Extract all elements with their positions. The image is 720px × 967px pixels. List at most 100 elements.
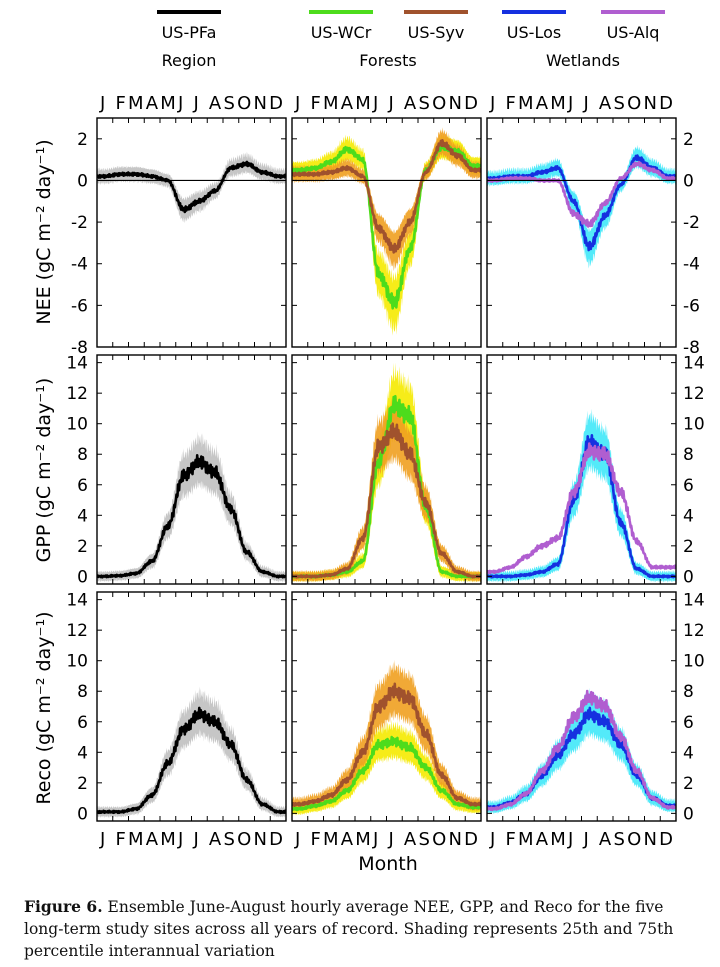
y-tick-label: 6 xyxy=(77,713,88,733)
y-tick-label: 10 xyxy=(683,415,705,435)
y-tick-label: 4 xyxy=(683,506,694,526)
panel-frame xyxy=(96,117,287,348)
legend-item-us-pfa: US-PFa xyxy=(157,10,221,42)
y-tick-label: 8 xyxy=(77,445,88,465)
series-line-us-syv xyxy=(292,422,481,579)
y-tick-label: 12 xyxy=(683,621,705,641)
y-tick-label: 6 xyxy=(683,713,694,733)
legend-label: US-Alq xyxy=(607,23,660,42)
plot-area xyxy=(487,408,676,583)
y-tick-label: 12 xyxy=(66,384,88,404)
band-us-syv xyxy=(292,127,481,272)
series-line-us-syv xyxy=(292,682,481,807)
y-tick-label: 4 xyxy=(77,506,88,526)
xlabel: Month xyxy=(358,853,418,875)
plot-area xyxy=(292,127,481,336)
y-tick-label: 12 xyxy=(66,621,88,641)
y-tick-label: 8 xyxy=(683,445,694,465)
y-tick-label: -4 xyxy=(71,255,88,275)
y-tick-label: 4 xyxy=(77,743,88,763)
legend-group-forests: Forests xyxy=(359,51,416,70)
y-tick-label: 10 xyxy=(66,415,88,435)
y-tick-label: 6 xyxy=(77,476,88,496)
panel-reco-region: 14 12 10 8 6 4 2 0 J FMAMJ J ASOND xyxy=(66,591,287,850)
panel-grid: 2 0 -2 -4 -6 -8 J FMAMJ J ASOND J FMAMJ J ASOND… xyxy=(66,93,704,850)
panel-gpp-forests xyxy=(291,354,482,585)
y-tick-label: -8 xyxy=(683,338,700,358)
y-tick-label: 8 xyxy=(683,682,694,702)
panel-nee-wetlands: 2 0 -2 -4 -6 -8 J FMAMJ J ASOND xyxy=(486,93,700,358)
y-tick-label: 12 xyxy=(683,384,705,404)
legend-label: US-PFa xyxy=(162,23,217,42)
plot-area xyxy=(97,431,286,583)
month-tick-labels-top: J FMAMJ J ASOND xyxy=(294,93,478,114)
y-tick-label: 2 xyxy=(683,537,694,557)
y-tick-label: 4 xyxy=(683,743,694,763)
legend-item-us-los: US-Los xyxy=(502,10,566,42)
ylabel-reco: Reco (gC m⁻² day⁻¹) xyxy=(33,611,55,804)
plot-area xyxy=(97,151,286,224)
panel-gpp-region: 14 12 10 8 6 4 2 0 xyxy=(66,354,287,587)
caption-text: Ensemble June-August hourly average NEE,… xyxy=(24,898,674,960)
band-us-wcr xyxy=(292,362,481,583)
series-line-us-alq xyxy=(487,160,676,228)
panel-nee-forests: J FMAMJ J ASOND xyxy=(291,93,482,348)
y-tick-label: 2 xyxy=(683,774,694,794)
series-line-us-pfa xyxy=(97,454,286,579)
legend-item-us-alq: US-Alq xyxy=(601,10,665,42)
y-tick-label: 10 xyxy=(66,652,88,672)
series-line-us-alq xyxy=(487,442,676,575)
plot-area xyxy=(292,362,481,583)
y-tick-label: -6 xyxy=(71,296,88,316)
y-tick-label: -4 xyxy=(683,255,700,275)
band-us-pfa xyxy=(97,151,286,224)
y-tick-label: 14 xyxy=(66,591,88,611)
legend-item-us-syv: US-Syv xyxy=(404,10,468,42)
y-tick-label: 14 xyxy=(683,354,705,374)
y-tick-label: 6 xyxy=(683,476,694,496)
y-tick-label: 0 xyxy=(77,567,88,587)
series-line-us-syv xyxy=(292,139,481,254)
month-tick-labels-bottom: J FMAMJ J ASOND xyxy=(294,829,478,850)
legend-label: US-Syv xyxy=(408,23,465,42)
band-us-los xyxy=(487,408,676,583)
ylabel-nee: NEE (gC m⁻² day⁻¹) xyxy=(33,139,55,324)
month-tick-labels-bottom: J FMAMJ J ASOND xyxy=(489,829,673,850)
series-line-us-alq xyxy=(487,689,676,812)
figure: US-PFa US-WCr US-Syv US-Los US-Alq Region Fore… xyxy=(33,10,705,875)
band-us-pfa xyxy=(97,431,286,583)
series-line-us-pfa xyxy=(97,706,286,815)
plot-area xyxy=(487,144,676,269)
legend-group-region: Region xyxy=(162,51,217,70)
month-tick-labels-bottom: J FMAMJ J ASOND xyxy=(99,829,283,850)
plot-area xyxy=(487,687,676,815)
legend: US-PFa US-WCr US-Syv US-Los US-Alq Region Fore… xyxy=(157,10,665,70)
y-tick-label: 0 xyxy=(77,804,88,824)
series-line-us-wcr xyxy=(292,735,481,812)
series-line-us-pfa xyxy=(97,160,286,214)
y-tick-label: -8 xyxy=(71,338,88,358)
month-tick-labels-top: J FMAMJ J ASOND xyxy=(489,93,673,114)
y-tick-label: 2 xyxy=(77,537,88,557)
plot-area xyxy=(292,659,481,816)
plot-area xyxy=(97,686,286,819)
ylabel-gpp: GPP (gC m⁻² day⁻¹) xyxy=(33,378,55,563)
panel-reco-wetlands: 14 12 10 8 6 4 2 0 J FMAMJ J ASOND xyxy=(486,591,705,850)
y-tick-label: 14 xyxy=(683,591,705,611)
legend-label: US-Los xyxy=(507,23,561,42)
legend-group-wetlands: Wetlands xyxy=(546,51,620,70)
caption-label: Figure 6. xyxy=(24,897,103,916)
y-tick-label: 0 xyxy=(77,171,88,191)
panel-nee-region: 2 0 -2 -4 -6 -8 J FMAMJ J ASOND xyxy=(71,93,287,358)
y-tick-label: -2 xyxy=(683,213,700,233)
y-tick-label: 8 xyxy=(77,682,88,702)
y-tick-label: 2 xyxy=(683,130,694,150)
month-tick-labels-top: J FMAMJ J ASOND xyxy=(99,93,283,114)
y-tick-label: 14 xyxy=(66,354,88,374)
y-tick-label: 0 xyxy=(683,804,694,824)
panel-reco-forests: J FMAMJ J ASOND xyxy=(291,591,482,850)
y-tick-label: 0 xyxy=(683,171,694,191)
y-tick-label: 10 xyxy=(683,652,705,672)
panel-gpp-wetlands: 14 12 10 8 6 4 2 0 xyxy=(486,354,705,587)
y-tick-label: 2 xyxy=(77,130,88,150)
